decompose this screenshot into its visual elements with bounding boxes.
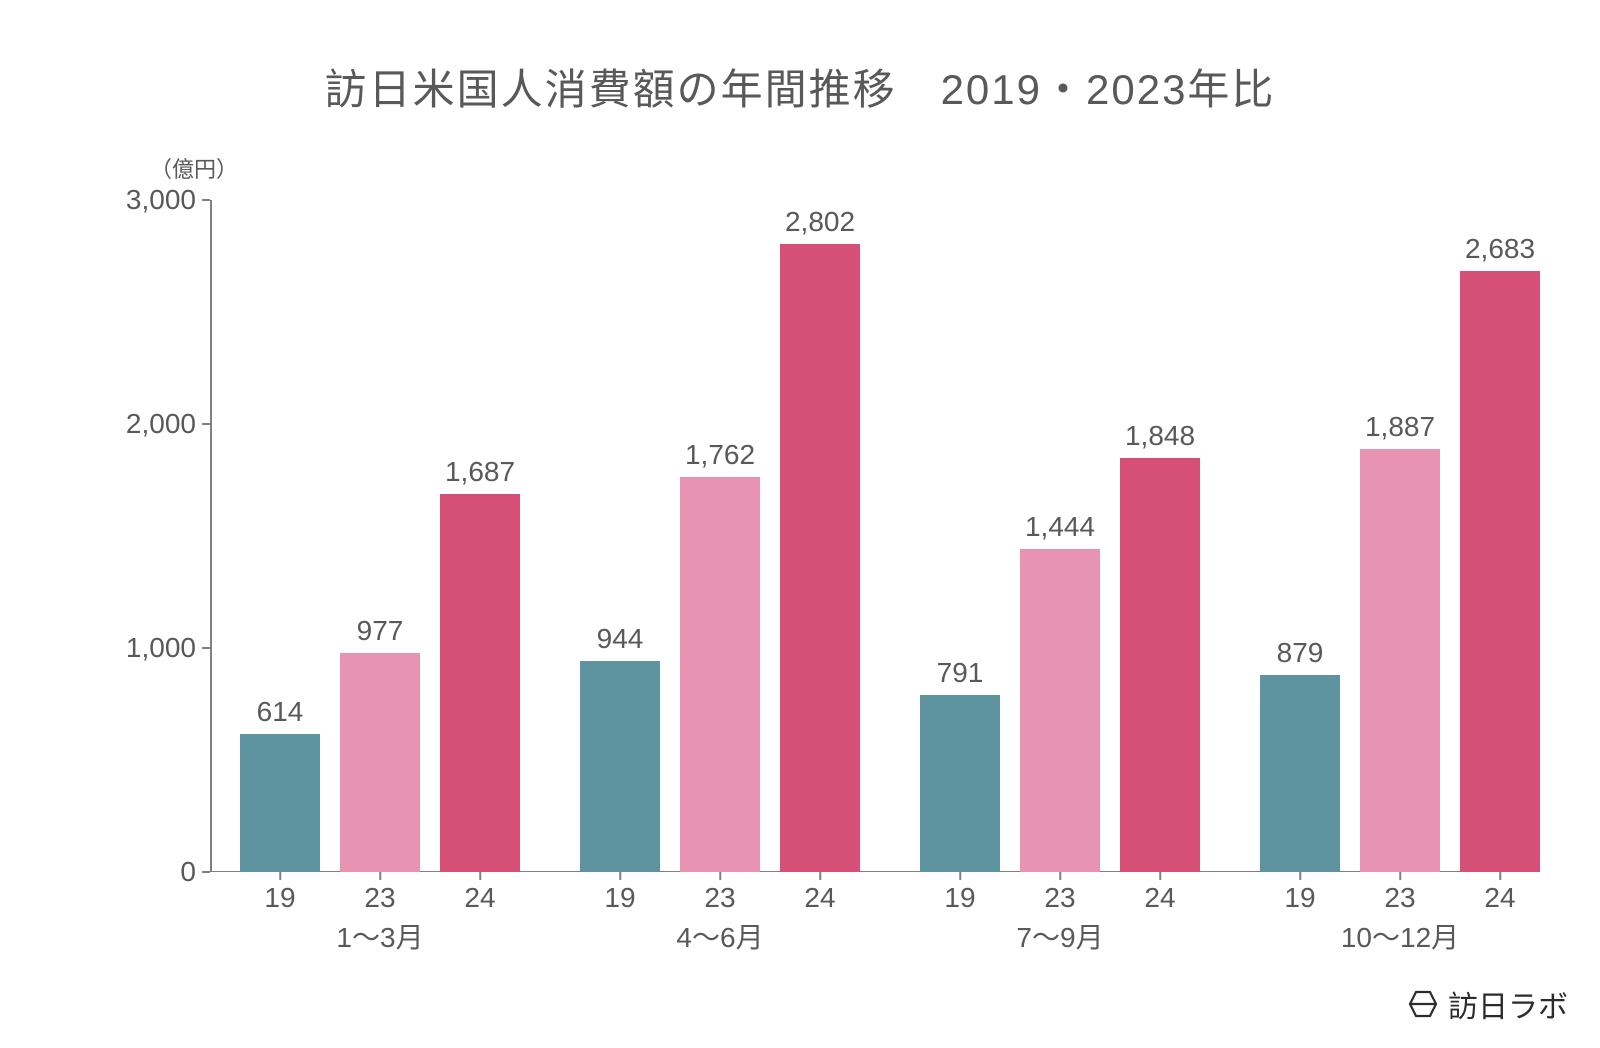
chart-page: 訪日米国人消費額の年間推移 2019・2023年比 （億円） 01,0002,0… <box>0 0 1600 1048</box>
bar-value-label: 879 <box>1277 637 1324 669</box>
y-tick-mark <box>202 423 210 425</box>
plot-area: 01,0002,0003,00061419977231,687241〜3月944… <box>210 200 1485 872</box>
x-tick-mark <box>719 872 721 880</box>
y-tick-label: 2,000 <box>126 408 196 440</box>
y-unit-label: （億円） <box>150 152 238 184</box>
bar: 1,687 <box>440 494 520 872</box>
x-tick-mark <box>1499 872 1501 880</box>
x-tick-mark <box>479 872 481 880</box>
y-tick-label: 0 <box>180 856 196 888</box>
x-tick-mark <box>819 872 821 880</box>
x-tick-mark <box>1059 872 1061 880</box>
bar-value-label: 944 <box>597 623 644 655</box>
bar: 1,444 <box>1020 549 1100 872</box>
bar-value-label: 2,683 <box>1465 233 1535 265</box>
bar: 2,802 <box>780 244 860 872</box>
watermark: 訪日ラボ <box>1408 982 1568 1026</box>
bar-value-label: 1,848 <box>1125 420 1195 452</box>
x-tick-mark <box>379 872 381 880</box>
x-year-label: 23 <box>1384 882 1415 914</box>
x-tick-mark <box>1299 872 1301 880</box>
bar: 1,887 <box>1360 449 1440 872</box>
y-tick-mark <box>202 647 210 649</box>
chart-title: 訪日米国人消費額の年間推移 2019・2023年比 <box>0 56 1600 117</box>
x-group-label: 4〜6月 <box>676 916 763 956</box>
bar-value-label: 1,762 <box>685 439 755 471</box>
x-year-label: 23 <box>704 882 735 914</box>
x-year-label: 24 <box>464 882 495 914</box>
bar-value-label: 614 <box>257 696 304 728</box>
bar: 614 <box>240 734 320 872</box>
bar-value-label: 2,802 <box>785 206 855 238</box>
x-year-label: 19 <box>1284 882 1315 914</box>
x-tick-mark <box>1399 872 1401 880</box>
bar-value-label: 1,687 <box>445 456 515 488</box>
bar: 977 <box>340 653 420 872</box>
y-tick-mark <box>202 199 210 201</box>
bar-value-label: 1,444 <box>1025 511 1095 543</box>
bar: 1,762 <box>680 477 760 872</box>
bar-value-label: 977 <box>357 615 404 647</box>
y-tick-label: 1,000 <box>126 632 196 664</box>
x-group-label: 10〜12月 <box>1341 916 1459 956</box>
watermark-logo-icon <box>1408 989 1438 1019</box>
x-group-label: 7〜9月 <box>1016 916 1103 956</box>
x-year-label: 23 <box>364 882 395 914</box>
x-year-label: 24 <box>1144 882 1175 914</box>
x-year-label: 19 <box>264 882 295 914</box>
bar: 2,683 <box>1460 271 1540 872</box>
x-year-label: 24 <box>1484 882 1515 914</box>
y-tick-label: 3,000 <box>126 184 196 216</box>
bar-value-label: 1,887 <box>1365 411 1435 443</box>
x-year-label: 19 <box>604 882 635 914</box>
x-tick-mark <box>279 872 281 880</box>
watermark-label: 訪日ラボ <box>1448 982 1568 1026</box>
bar: 944 <box>580 661 660 872</box>
y-axis-line <box>210 200 212 872</box>
bar: 1,848 <box>1120 458 1200 872</box>
x-tick-mark <box>959 872 961 880</box>
x-group-label: 1〜3月 <box>336 916 423 956</box>
x-year-label: 23 <box>1044 882 1075 914</box>
bar: 879 <box>1260 675 1340 872</box>
x-year-label: 19 <box>944 882 975 914</box>
x-tick-mark <box>619 872 621 880</box>
bar-value-label: 791 <box>937 657 984 689</box>
y-tick-mark <box>202 871 210 873</box>
x-year-label: 24 <box>804 882 835 914</box>
x-tick-mark <box>1159 872 1161 880</box>
bar-chart: 01,0002,0003,00061419977231,687241〜3月944… <box>210 200 1485 872</box>
bar: 791 <box>920 695 1000 872</box>
